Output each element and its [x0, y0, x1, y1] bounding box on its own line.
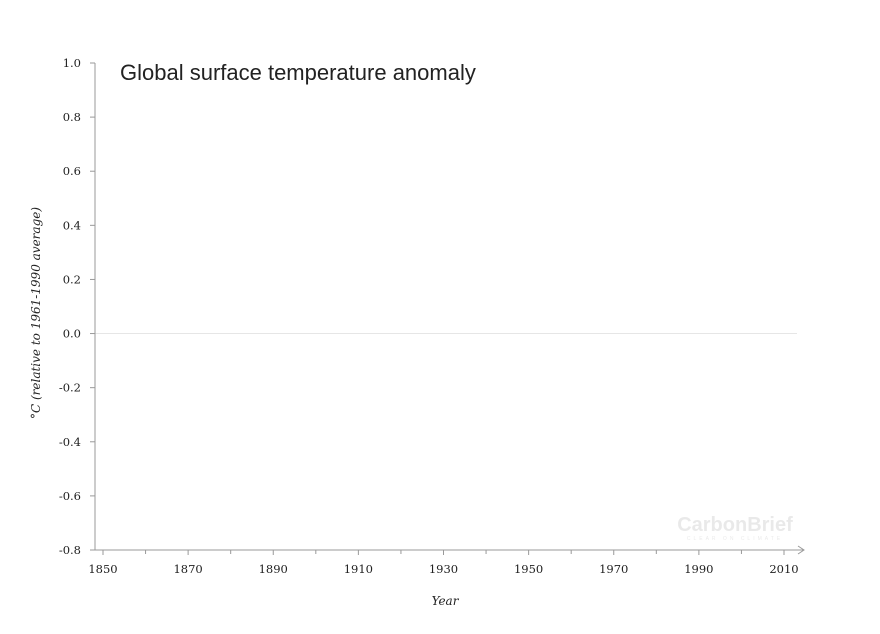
y-tick-label: -0.4 — [59, 435, 81, 449]
y-tick-label: 1.0 — [63, 56, 81, 70]
y-axis-label: °C (relative to 1961-1990 average) — [29, 207, 43, 419]
svg-text:CLEAR ON CLIMATE: CLEAR ON CLIMATE — [687, 536, 783, 542]
carbonbrief-logo: CarbonBrief CLEAR ON CLIMATE — [677, 514, 793, 542]
x-tick-label: 1970 — [599, 562, 628, 576]
y-tick-label: 0.2 — [63, 272, 81, 286]
y-tick-label: 0.4 — [63, 218, 81, 232]
x-axis-arrow-icon — [797, 545, 805, 555]
x-tick-label: 1890 — [259, 562, 288, 576]
y-tick-label: -0.6 — [59, 489, 81, 503]
chart-title: Global surface temperature anomaly — [120, 60, 476, 85]
y-tick-label: 0.8 — [63, 110, 81, 124]
y-tick-label: -0.8 — [59, 543, 81, 557]
x-tick-label: 1910 — [344, 562, 373, 576]
x-tick-label: 1930 — [429, 562, 458, 576]
x-tick-label: 1870 — [173, 562, 202, 576]
x-tick-label: 2010 — [769, 562, 798, 576]
svg-text:CarbonBrief: CarbonBrief — [677, 514, 793, 536]
y-tick-label: -0.2 — [59, 381, 81, 395]
x-axis-label: Year — [432, 594, 460, 608]
x-tick-label: 1950 — [514, 562, 543, 576]
x-tick-label: 1850 — [88, 562, 117, 576]
x-tick-label: 1990 — [684, 562, 713, 576]
y-tick-label: 0.0 — [63, 327, 81, 341]
y-tick-label: 0.6 — [63, 164, 81, 178]
